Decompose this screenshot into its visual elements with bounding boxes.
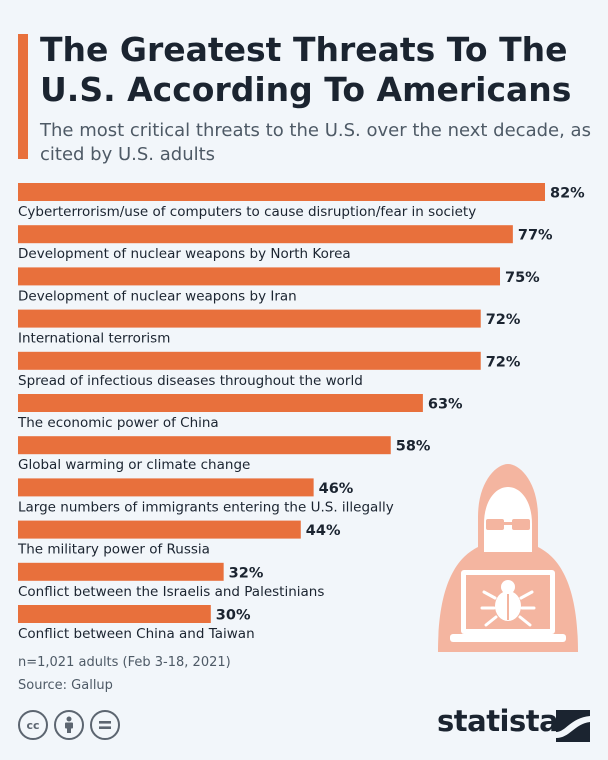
value-label: 72% [486,354,521,370]
bar [18,605,211,623]
title-accent-bar [18,34,28,159]
statista-logo-icon[interactable] [556,710,590,742]
category-label: Large numbers of immigrants entering the… [18,499,394,515]
bar [18,436,391,455]
chart-subtitle: The most critical threats to the U.S. ov… [40,120,591,165]
bar-chart: 82% Cyberterrorism/use of computers to ca… [17,183,585,642]
category-label: Conflict between the Israelis and Palest… [18,584,324,600]
category-label: Cyberterrorism/use of computers to cause… [18,204,476,220]
bar [18,351,481,370]
bar [18,183,545,201]
hacker-icon [438,464,578,652]
value-label: 75% [505,270,540,286]
value-label: 77% [518,228,553,244]
category-label: Conflict between China and Taiwan [18,626,255,642]
value-label: 58% [396,439,431,455]
category-label: The economic power of China [17,415,219,431]
value-label: 32% [229,565,264,581]
bar [18,267,501,286]
value-label: 72% [486,312,521,328]
bar [18,520,301,539]
category-label: Development of nuclear weapons by Iran [18,288,297,304]
equals-glyph [99,721,111,729]
statista-logo-text[interactable]: statista [437,704,559,738]
category-label: Global warming or climate change [18,457,250,473]
chart-title: The Greatest Threats To The U.S. Accordi… [40,30,572,109]
no-derivatives-icon[interactable] [90,710,120,740]
cc-icon-text: cc [26,718,40,732]
bar [18,309,481,328]
category-label: International terrorism [18,331,170,347]
sample-note: n=1,021 adults (Feb 3-18, 2021) [18,655,231,670]
bar [18,394,423,412]
category-label: Development of nuclear weapons by North … [18,246,351,262]
bar [18,225,513,244]
attribution-icon[interactable] [54,710,84,740]
value-label: 46% [319,481,354,497]
category-label: The military power of Russia [17,542,210,558]
value-label: 44% [306,523,341,539]
category-label: Spread of infectious diseases throughout… [18,373,363,389]
bar [18,562,224,581]
value-label: 82% [550,186,585,202]
value-label: 30% [216,608,251,624]
source-note: Source: Gallup [18,678,113,693]
bar [18,478,314,497]
value-label: 63% [428,397,463,413]
cc-icon[interactable]: cc [18,710,48,740]
person-glyph [65,716,73,733]
